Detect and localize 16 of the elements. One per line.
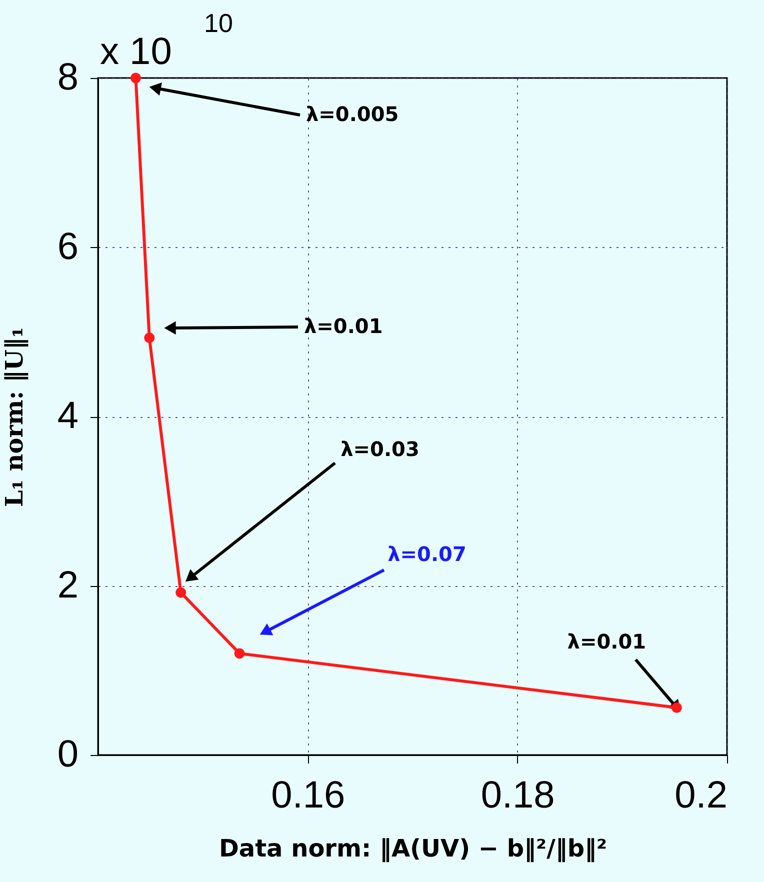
y-tick-label: 4	[57, 395, 78, 437]
annotation: λ=0.07	[388, 542, 466, 566]
x-tick-label: 0.2	[674, 774, 728, 816]
x-tick-label: 0.18	[480, 774, 555, 816]
x-axis-title: Data norm: ‖A(UV) − b‖²/‖b‖²	[218, 834, 608, 862]
y-tick-label: 0	[57, 734, 78, 776]
annotation: λ=0.01	[567, 630, 646, 654]
text: x 1010	[100, 8, 233, 73]
y-tick-label: 2	[57, 564, 78, 606]
annotation: λ=0.01	[304, 314, 383, 338]
annotation: λ=0.005	[306, 102, 399, 126]
y-tick-label: 6	[57, 226, 78, 268]
annotation: λ=0.03	[340, 437, 420, 461]
x-tick-label: 0.16	[271, 774, 346, 816]
y-tick-label: 8	[57, 56, 78, 98]
y-axis-title: L₁ norm: ‖U‖₁	[0, 327, 28, 507]
